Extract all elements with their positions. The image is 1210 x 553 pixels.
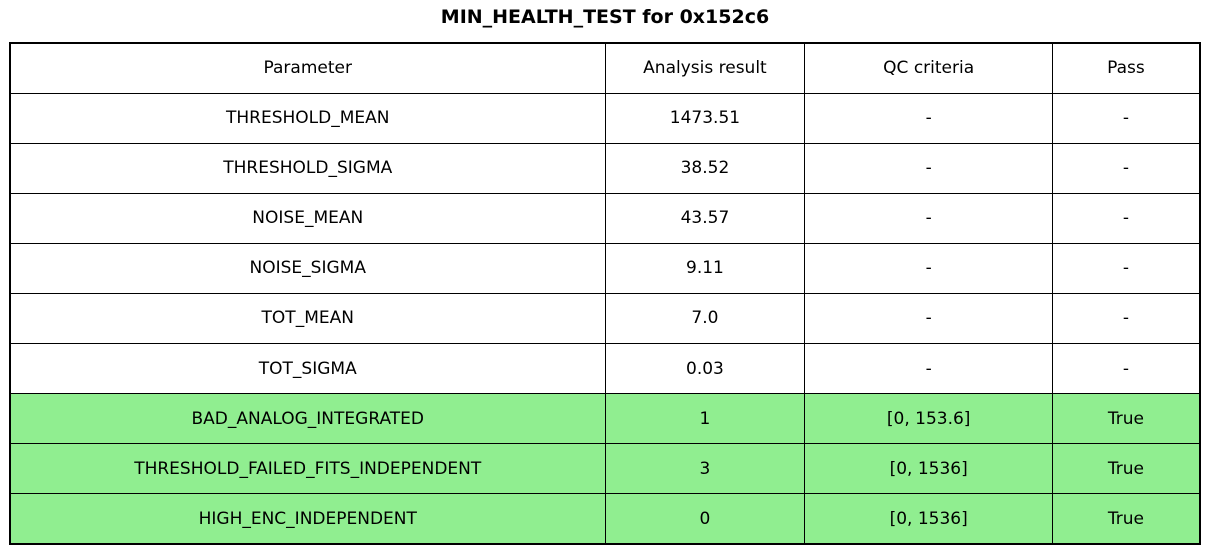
cell-pass: - [1051,242,1201,294]
table-row: THRESHOLD_MEAN 1473.51 - - [9,92,1201,144]
cell-pass: True [1051,393,1201,445]
cell-analysis-result: 3 [604,443,806,495]
table-row: THRESHOLD_SIGMA 38.52 - - [9,142,1201,194]
cell-analysis-result: 43.57 [604,192,806,244]
cell-analysis-result: 38.52 [604,142,806,194]
table-body: THRESHOLD_MEAN 1473.51 - - THRESHOLD_SIG… [9,92,1201,545]
cell-parameter: NOISE_SIGMA [9,242,606,294]
cell-qc-criteria: - [804,192,1053,244]
cell-analysis-result: 0 [604,493,806,545]
cell-parameter: THRESHOLD_MEAN [9,92,606,144]
table-row: TOT_MEAN 7.0 - - [9,292,1201,345]
cell-parameter: BAD_ANALOG_INTEGRATED [9,393,606,445]
table-row: NOISE_SIGMA 9.11 - - [9,242,1201,294]
cell-qc-criteria: - [804,142,1053,194]
cell-qc-criteria: [0, 153.6] [804,393,1053,445]
cell-pass: - [1051,192,1201,244]
table-row: TOT_SIGMA 0.03 - - [9,343,1201,395]
page-title: MIN_HEALTH_TEST for 0x152c6 [440,6,770,28]
cell-qc-criteria: [0, 1536] [804,443,1053,495]
cell-pass: - [1051,92,1201,144]
cell-qc-criteria: - [804,242,1053,294]
cell-qc-criteria: - [804,343,1053,395]
cell-qc-criteria: - [804,92,1053,144]
cell-analysis-result: 9.11 [604,242,806,294]
cell-parameter: NOISE_MEAN [9,192,606,244]
table-row: HIGH_ENC_INDEPENDENT 0 [0, 1536] True [9,493,1201,545]
health-test-table: Parameter Analysis result QC criteria Pa… [9,42,1201,545]
cell-analysis-result: 1 [604,393,806,445]
cell-analysis-result: 0.03 [604,343,806,395]
table-row: NOISE_MEAN 43.57 - - [9,192,1201,244]
cell-pass: True [1051,493,1201,545]
col-header-parameter: Parameter [9,42,606,94]
table-row: THRESHOLD_FAILED_FITS_INDEPENDENT 3 [0, … [9,443,1201,495]
cell-pass: - [1051,343,1201,395]
col-header-pass: Pass [1051,42,1201,94]
cell-analysis-result: 7.0 [604,292,806,345]
cell-qc-criteria: [0, 1536] [804,493,1053,545]
cell-qc-criteria: - [804,292,1053,345]
cell-pass: - [1051,142,1201,194]
cell-analysis-result: 1473.51 [604,92,806,144]
cell-parameter: TOT_SIGMA [9,343,606,395]
cell-parameter: THRESHOLD_SIGMA [9,142,606,194]
cell-parameter: HIGH_ENC_INDEPENDENT [9,493,606,545]
cell-pass: - [1051,292,1201,345]
table-row: BAD_ANALOG_INTEGRATED 1 [0, 153.6] True [9,393,1201,445]
col-header-analysis-result: Analysis result [604,42,806,94]
cell-parameter: TOT_MEAN [9,292,606,345]
col-header-qc-criteria: QC criteria [804,42,1053,94]
header-row: Parameter Analysis result QC criteria Pa… [9,42,1201,94]
cell-pass: True [1051,443,1201,495]
cell-parameter: THRESHOLD_FAILED_FITS_INDEPENDENT [9,443,606,495]
